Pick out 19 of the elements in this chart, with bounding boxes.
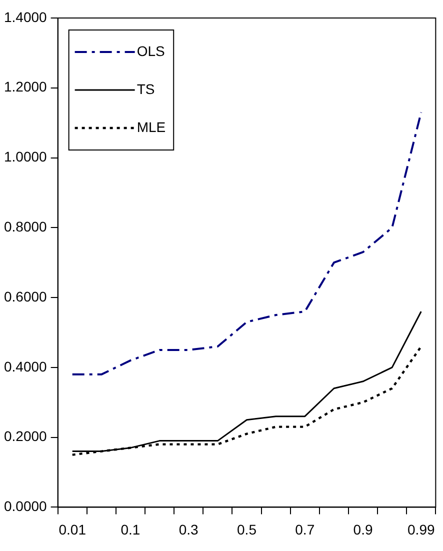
y-tick-label: 0.2000 [4,428,48,444]
y-tick-label: 0.4000 [4,358,48,374]
legend-label: TS [136,80,155,97]
x-tick-label: 0.3 [178,521,199,538]
y-tick-label: 1.2000 [4,78,48,95]
y-tick-label: 0.0000 [4,498,48,514]
x-tick-label: 0.1 [120,521,140,538]
y-tick-label: 0.8000 [4,218,48,235]
y-tick-label: 1.4000 [4,8,48,25]
y-tick-label: 0.6000 [4,288,48,304]
legend-label: MLE [136,118,166,135]
x-tick-label: 0.7 [295,521,315,538]
line-series [71,111,422,376]
legend-label: OLS [136,42,165,59]
x-tick-label: 0.5 [237,521,257,538]
x-tick-label: 0.99 [408,521,435,538]
y-tick-label: 1.0000 [4,148,48,165]
x-tick-label: 0.01 [58,521,86,538]
x-tick-label: 0.9 [353,521,373,538]
